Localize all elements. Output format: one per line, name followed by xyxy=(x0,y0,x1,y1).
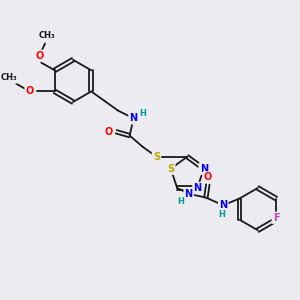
Text: N: N xyxy=(200,164,208,174)
Text: H: H xyxy=(178,197,184,206)
Text: S: S xyxy=(153,152,160,162)
Text: O: O xyxy=(204,172,212,182)
Text: H: H xyxy=(218,210,225,219)
Text: O: O xyxy=(35,51,44,61)
Text: N: N xyxy=(184,189,193,199)
Text: O: O xyxy=(104,127,113,137)
Text: S: S xyxy=(167,164,174,174)
Text: N: N xyxy=(129,113,138,123)
Text: N: N xyxy=(194,183,202,193)
Text: F: F xyxy=(273,213,279,223)
Text: N: N xyxy=(219,200,227,210)
Text: CH₃: CH₃ xyxy=(0,74,17,82)
Text: O: O xyxy=(26,86,34,96)
Text: CH₃: CH₃ xyxy=(39,31,55,40)
Text: H: H xyxy=(140,109,146,118)
